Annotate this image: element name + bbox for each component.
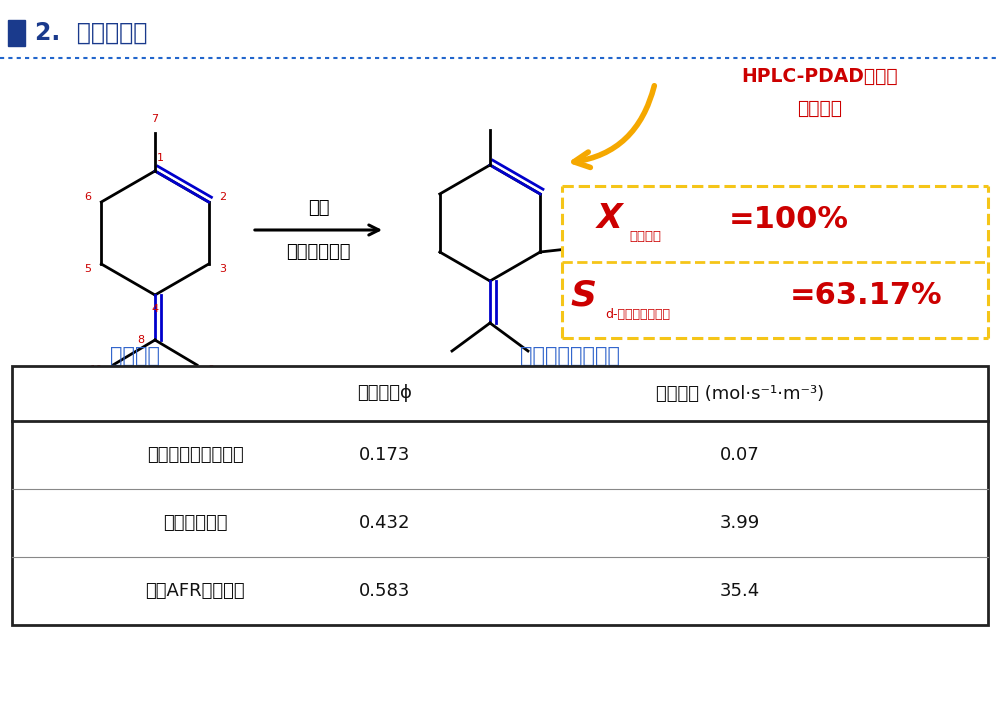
Text: S: S (570, 278, 596, 312)
Text: 盘管微反应器: 盘管微反应器 (163, 514, 227, 532)
Text: d-柠檬烯氢过氧化: d-柠檬烯氢过氧化 (605, 307, 670, 320)
Text: 异松油烯: 异松油烯 (629, 230, 661, 243)
Text: 量子效率ϕ: 量子效率ϕ (358, 385, 412, 403)
Bar (12, 366, 988, 625)
Text: 孟加拉玫瑰红: 孟加拉玫瑰红 (286, 243, 351, 261)
Text: 定量分析: 定量分析 (797, 98, 842, 118)
Bar (8, 20, 25, 46)
Bar (562, 186, 988, 338)
Text: 8: 8 (137, 335, 145, 345)
Text: 氧气: 氧气 (308, 199, 329, 217)
Text: 0.432: 0.432 (359, 514, 411, 532)
Text: 10: 10 (89, 365, 103, 375)
Text: 6: 6 (84, 192, 91, 202)
Text: OOH: OOH (588, 240, 624, 254)
Text: 柠檬烯氢过氧化物: 柠檬烯氢过氧化物 (520, 346, 620, 366)
Text: 异松油烯: 异松油烯 (110, 346, 160, 366)
Text: 9: 9 (207, 365, 215, 375)
FancyArrowPatch shape (574, 85, 654, 167)
Text: 3.99: 3.99 (720, 514, 760, 532)
Text: 康宁AFR微反应器: 康宁AFR微反应器 (145, 582, 245, 600)
Text: 5: 5 (84, 264, 91, 274)
Text: =63.17%: =63.17% (790, 281, 943, 309)
Text: 2.  连续光氧化: 2. 连续光氧化 (35, 21, 147, 45)
Text: X: X (597, 202, 623, 236)
Text: HPLC-PDAD外标法: HPLC-PDAD外标法 (742, 67, 898, 85)
Text: 0.583: 0.583 (359, 582, 411, 600)
Text: 4: 4 (151, 304, 159, 314)
Text: 1: 1 (156, 153, 164, 163)
Text: 传统间歇式光反应器: 传统间歇式光反应器 (147, 446, 243, 464)
Text: 时空产率 (mol·s⁻¹·m⁻³): 时空产率 (mol·s⁻¹·m⁻³) (656, 385, 824, 403)
Text: 3: 3 (219, 264, 226, 274)
Text: 7: 7 (151, 114, 159, 124)
Text: =100%: =100% (729, 205, 849, 233)
Text: 2: 2 (219, 192, 226, 202)
Text: 0.173: 0.173 (359, 446, 411, 464)
Text: 35.4: 35.4 (720, 582, 760, 600)
Text: 0.07: 0.07 (720, 446, 760, 464)
